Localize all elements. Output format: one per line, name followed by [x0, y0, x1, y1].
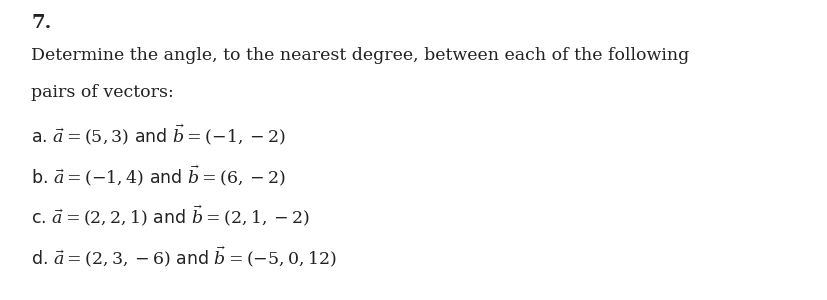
Text: a. $\vec{a} = (5, 3)$ and $\vec{b} = (-1,-2)$: a. $\vec{a} = (5, 3)$ and $\vec{b} = (-1… [31, 123, 285, 148]
Text: c. $\vec{a} = (2, 2, 1)$ and $\vec{b} = (2, 1, -2)$: c. $\vec{a} = (2, 2, 1)$ and $\vec{b} = … [31, 204, 309, 229]
Text: 7.: 7. [31, 14, 52, 32]
Text: d. $\vec{a} = (2, 3, -6)$ and $\vec{b} = (-5, 0, 12)$: d. $\vec{a} = (2, 3, -6)$ and $\vec{b} =… [31, 244, 337, 269]
Text: pairs of vectors:: pairs of vectors: [31, 84, 174, 101]
Text: b. $\vec{a} = (-1, 4)$ and $\vec{b} = (6, -2)$: b. $\vec{a} = (-1, 4)$ and $\vec{b} = (6… [31, 164, 286, 188]
Text: Determine the angle, to the nearest degree, between each of the following: Determine the angle, to the nearest degr… [31, 46, 689, 64]
